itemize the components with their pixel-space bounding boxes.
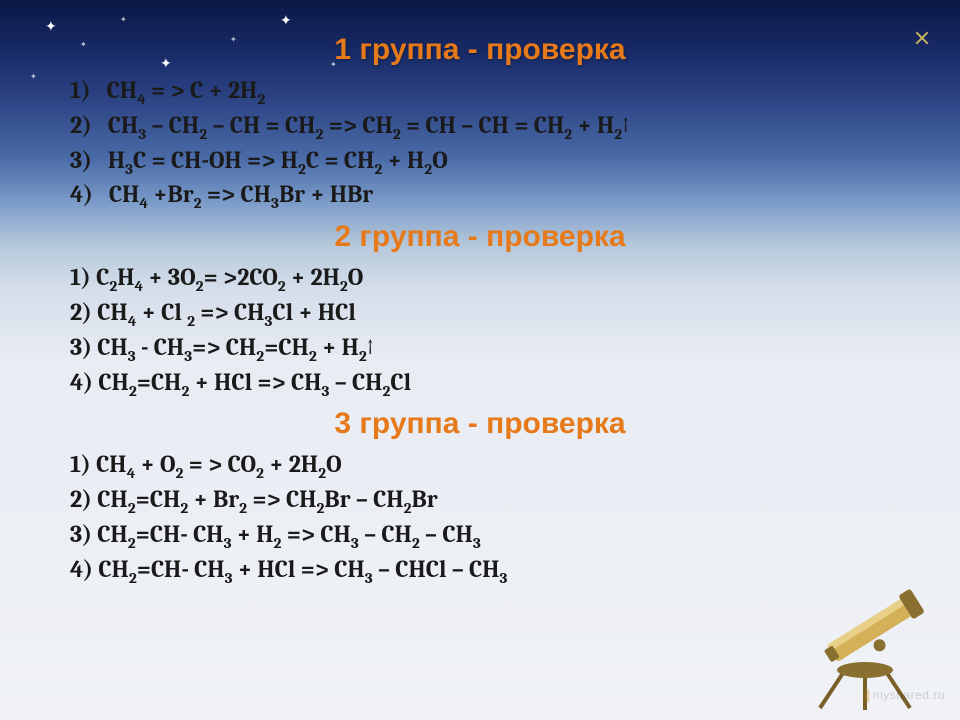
equation: 4) CH4 +Br2 => CH3Br + HBr [70,177,900,212]
slide: ✦ ✦ ✦ ✦ ✦ ✦ ✦ ✦ 1 группа - проверка 1) C… [0,0,960,720]
equation: 2) CH3 – CH2 – CH = CH2 => CH2 = CH – CH… [70,108,900,143]
equation: 2) CH4 + Cl 2 => CH3Cl + HCl [70,295,900,330]
heading-group-3: 3 группа - проверка [60,407,900,441]
heading-group-2: 2 группа - проверка [60,220,900,254]
equations-group-3: 1) CH4 + O2 = > CO2 + 2H2O 2) CH2=CH2 + … [70,447,900,586]
equation: 3) CH3 - CH3=> CH2=CH2 + H2↑ [70,330,900,365]
equations-group-1: 1) CH4 = > C + 2H2 2) CH3 – CH2 – CH = C… [70,73,900,212]
equation: 4) CH2=CH2 + HCl => CH3 – CH2Cl [70,365,900,400]
equations-group-2: 1) C2H4 + 3O2= >2CO2 + 2H2O 2) CH4 + Cl … [70,260,900,399]
watermark: ❚myshared.ru [862,688,945,702]
equation: 1) C2H4 + 3O2= >2CO2 + 2H2O [70,260,900,295]
heading-group-1: 1 группа - проверка [60,33,900,67]
corner-ornament-icon [911,27,934,50]
equation: 1) CH4 + O2 = > CO2 + 2H2O [70,447,900,482]
equation: 1) CH4 = > C + 2H2 [70,73,900,108]
equation: 2) CH2=CH2 + Br2 => CH2Br – CH2Br [70,482,900,517]
equation: 3) CH2=CH- CH3 + H2 => CH3 – CH2 – CH3 [70,517,900,552]
equation: 3) H3C = CH-OH => H2C = CH2 + H2O [70,143,900,178]
equation: 4) CH2=CH- CH3 + HCl => CH3 – CHCl – CH3 [70,552,900,587]
content-area: 1 группа - проверка 1) CH4 = > C + 2H2 2… [60,25,900,587]
